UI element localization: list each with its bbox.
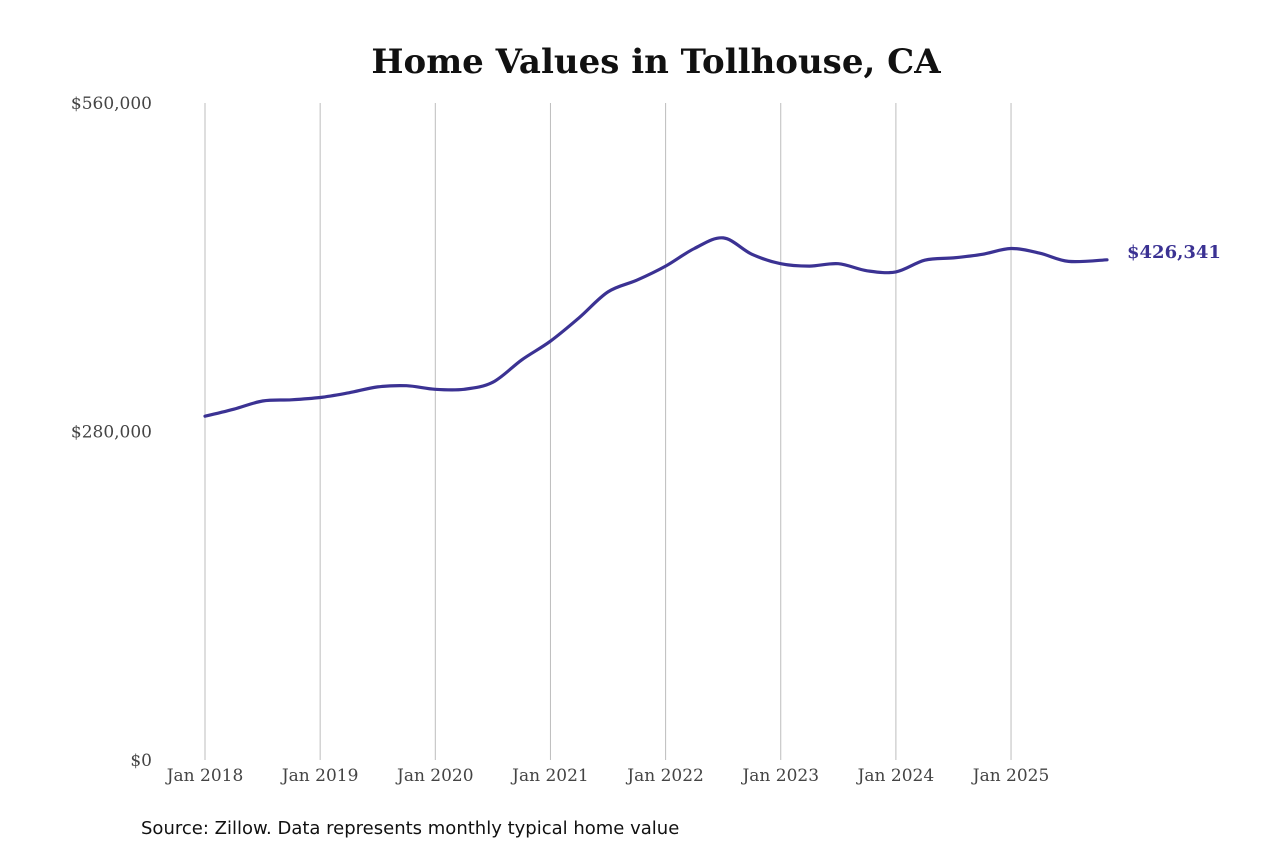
x-tick-label: Jan 2023	[740, 766, 819, 786]
x-tick-label: Jan 2024	[856, 766, 935, 786]
x-tick-label: Jan 2019	[280, 766, 359, 786]
series	[203, 236, 1109, 418]
y-axis: $0 $280,000 $560,000	[71, 94, 152, 771]
x-tick-label: Jan 2021	[510, 766, 589, 786]
x-axis: Jan 2018 Jan 2019 Jan 2020 Jan 2021 Jan 2022…	[165, 766, 1050, 786]
chart-title: Home Values in Tollhouse, CA	[371, 42, 941, 82]
source-note: Source: Zillow. Data represents monthly …	[141, 818, 679, 839]
series-line-0	[203, 236, 1109, 418]
y-tick-label: $280,000	[71, 423, 152, 443]
x-tick-label: Jan 2025	[971, 766, 1050, 786]
x-tick-label: Jan 2022	[625, 766, 704, 786]
y-tick-label: $0	[130, 751, 152, 771]
gridlines	[204, 103, 1012, 760]
x-tick-label: Jan 2018	[165, 766, 244, 786]
y-tick-label: $560,000	[71, 94, 152, 114]
end-value-label: $426,341	[1127, 242, 1221, 263]
x-tick-label: Jan 2020	[395, 766, 474, 786]
